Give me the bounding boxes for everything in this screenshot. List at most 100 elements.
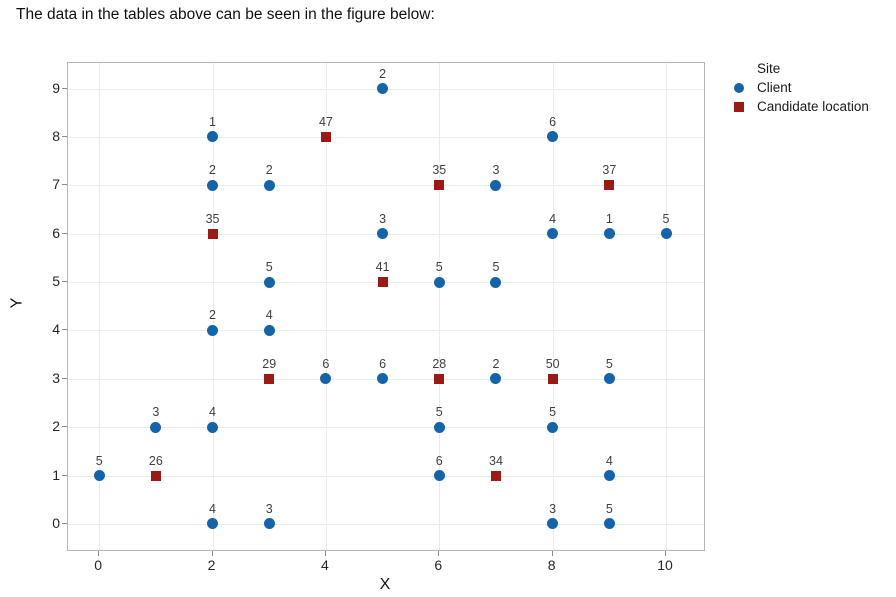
data-point-label: 1 — [605, 211, 613, 226]
data-point-label: 2 — [265, 163, 273, 178]
data-point-label: 34 — [489, 453, 503, 468]
y-tick-mark — [62, 474, 67, 476]
plot-area: 5 3 4 4 2 2 1 3 4 5 2 6 6 3 2 6 5 5 2 5 3 3 5 4 6 5 4 5 1 5 26 35 29 47 41… — [67, 62, 705, 551]
data-point-label: 6 — [435, 453, 443, 468]
y-tick-label: 1 — [52, 466, 60, 483]
data-point-client — [603, 373, 615, 385]
y-tick-label: 6 — [52, 224, 60, 241]
data-point-label: 6 — [379, 356, 387, 371]
data-point-label: 50 — [545, 356, 560, 371]
x-tick-label: 2 — [207, 557, 216, 573]
data-point-label: 5 — [265, 260, 273, 275]
data-point-client — [207, 324, 219, 336]
data-point-label: 4 — [209, 405, 216, 420]
data-point-candidate-location — [547, 373, 558, 384]
data-point-label: 26 — [148, 453, 163, 468]
data-point-label: 28 — [432, 356, 447, 371]
data-point-candidate-location — [604, 180, 615, 191]
y-tick-label: 3 — [52, 369, 60, 386]
x-tick-label: 4 — [321, 557, 329, 573]
data-point-client — [490, 276, 502, 288]
y-tick-label: 4 — [52, 321, 60, 338]
data-point-label: 3 — [549, 501, 557, 516]
data-point-label: 5 — [435, 260, 443, 275]
data-point-client — [603, 470, 615, 482]
x-tick-mark — [324, 551, 326, 556]
data-point-label: 2 — [209, 308, 216, 323]
data-point-label: 6 — [322, 356, 330, 371]
client-circle-marker-icon — [734, 82, 744, 93]
data-point-label: 2 — [379, 66, 387, 81]
data-point-client — [490, 373, 502, 385]
y-axis-title: Y — [8, 297, 26, 309]
data-point-label: 4 — [549, 211, 557, 226]
data-point-candidate-location — [150, 470, 161, 481]
y-tick-mark — [62, 281, 67, 283]
data-point-client — [433, 421, 445, 433]
x-axis-title: X — [379, 576, 391, 593]
legend-title: Site — [757, 61, 781, 76]
data-point-client — [603, 518, 615, 530]
data-point-candidate-location — [377, 277, 388, 288]
data-point-client — [547, 131, 559, 143]
data-point-label: 5 — [435, 405, 443, 420]
x-tick-label: 8 — [547, 557, 556, 573]
x-tick-mark — [665, 551, 667, 556]
data-point-client — [207, 518, 219, 530]
legend-item-client: Client — [730, 78, 869, 97]
gridline-vertical — [666, 63, 668, 550]
candidate-location-square-marker-icon — [734, 101, 744, 112]
data-point-client — [377, 373, 389, 385]
legend: Site Client Candidate location — [730, 59, 869, 116]
data-point-candidate-location — [264, 373, 275, 384]
x-tick-label: 6 — [434, 557, 443, 573]
y-tick-mark — [62, 87, 67, 89]
data-point-client — [547, 421, 559, 433]
x-tick-mark — [551, 551, 553, 556]
data-point-client — [263, 276, 275, 288]
data-point-label: 5 — [605, 501, 613, 516]
data-point-client — [377, 83, 389, 95]
data-point-client — [547, 518, 559, 530]
data-point-label: 4 — [605, 453, 613, 468]
data-point-label: 3 — [152, 405, 160, 420]
data-point-label: 5 — [662, 211, 670, 226]
data-point-label: 4 — [265, 308, 273, 323]
legend-item-label: Candidate location — [757, 99, 869, 114]
data-point-client — [433, 470, 445, 482]
y-tick-mark — [62, 377, 67, 379]
y-tick-label: 2 — [52, 418, 60, 435]
data-point-label: 35 — [432, 163, 447, 178]
data-point-label: 3 — [379, 211, 387, 226]
data-point-label: 29 — [262, 356, 277, 371]
y-tick-label: 7 — [52, 176, 60, 193]
data-point-label: 4 — [209, 501, 216, 516]
data-point-client — [603, 228, 615, 240]
data-point-label: 37 — [602, 163, 617, 178]
legend-item-label: Client — [757, 80, 792, 95]
x-tick-label: 10 — [657, 557, 673, 573]
data-point-client — [547, 228, 559, 240]
gridline-vertical — [325, 63, 327, 550]
data-point-label: 3 — [265, 501, 273, 516]
data-point-client — [660, 228, 672, 240]
x-tick-mark — [98, 551, 100, 556]
data-point-client — [263, 179, 275, 191]
y-tick-label: 8 — [52, 127, 60, 144]
data-point-label: 47 — [318, 114, 333, 129]
data-point-client — [150, 421, 162, 433]
gridline-vertical — [552, 63, 554, 550]
gridline-vertical — [439, 63, 441, 550]
data-point-candidate-location — [320, 131, 331, 142]
page-title: The data in the tables above can be seen… — [16, 6, 435, 23]
data-point-label: 5 — [549, 405, 557, 420]
data-point-client — [207, 179, 219, 191]
data-point-candidate-location — [490, 470, 501, 481]
data-point-client — [490, 179, 502, 191]
legend-item-candidate-location: Candidate location — [730, 97, 869, 116]
gridline-vertical — [99, 63, 101, 550]
data-point-client — [207, 421, 219, 433]
data-point-client — [263, 518, 275, 530]
y-tick-mark — [62, 135, 67, 137]
